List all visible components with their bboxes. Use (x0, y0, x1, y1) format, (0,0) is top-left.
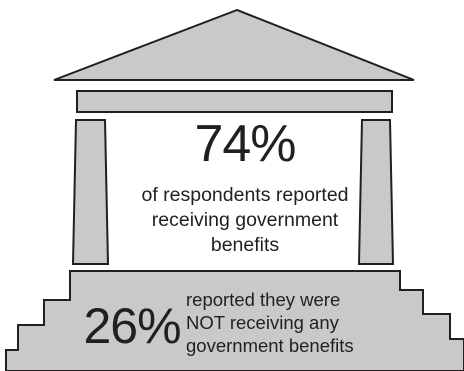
received-description-line: receiving government (151, 209, 339, 231)
building-roof (53, 8, 415, 81)
not-received-benefits-percent: 26% (83, 298, 181, 354)
received-benefits-description: of respondents reported receiving govern… (110, 183, 380, 258)
building-steps (5, 270, 464, 371)
received-description-line: of respondents reported (141, 184, 349, 206)
building-entablature (76, 90, 393, 113)
received-description-line: benefits (210, 234, 280, 256)
not-received-description-line: government benefits (186, 335, 354, 356)
not-received-benefits-description: reported they were NOT receiving any gov… (186, 288, 386, 357)
left-column (71, 119, 110, 265)
right-column (357, 119, 395, 265)
not-received-description-line: NOT receiving any (186, 312, 339, 333)
received-benefits-percent: 74% (194, 115, 296, 173)
not-received-description-line: reported they were (186, 289, 341, 310)
